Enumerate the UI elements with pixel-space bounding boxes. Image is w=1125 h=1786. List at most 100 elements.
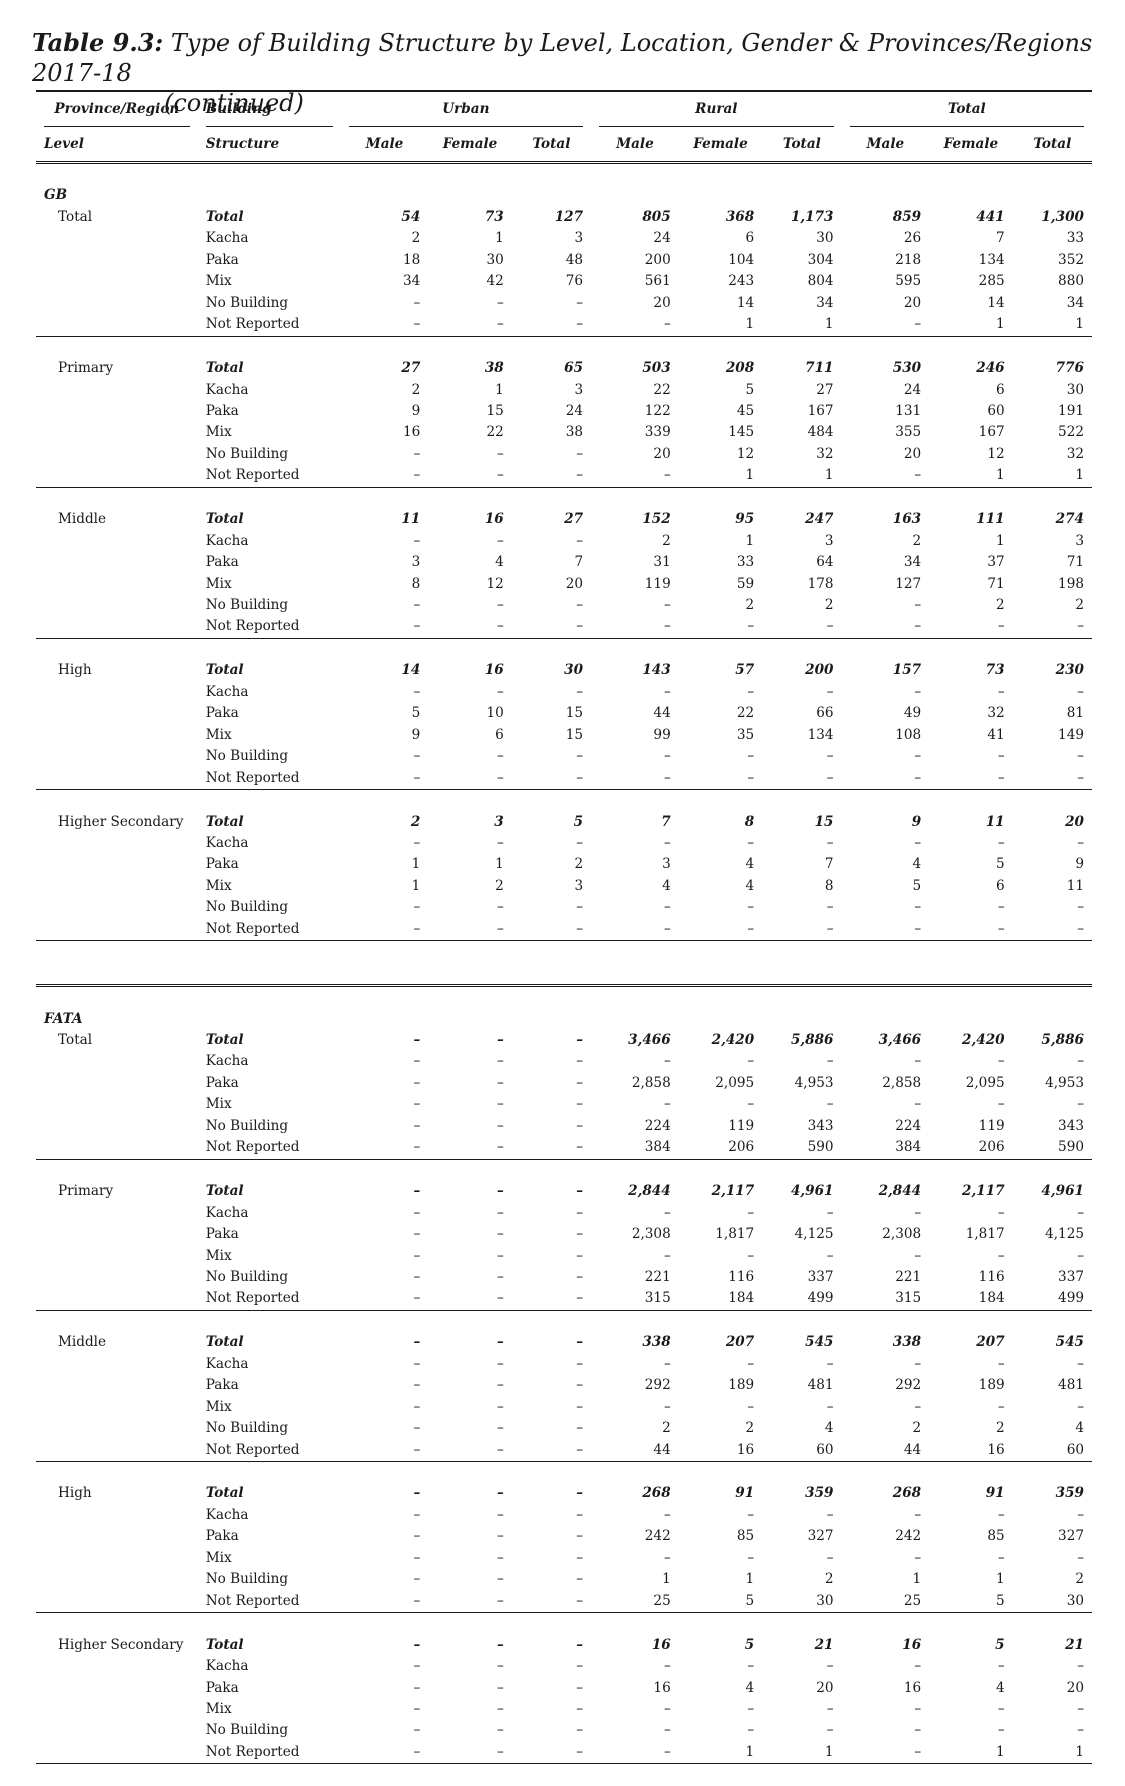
- table-cell: 2,117: [711, 1183, 755, 1200]
- table-cell: –: [747, 1355, 755, 1372]
- table-cell: –: [747, 1053, 755, 1070]
- table-cell: 30: [1066, 381, 1084, 398]
- table-cell: –: [576, 1528, 584, 1545]
- table-cell: 34: [816, 294, 834, 311]
- level-label: [36, 897, 198, 918]
- table-cell: 1: [995, 316, 1005, 333]
- table-cell: 1: [995, 1571, 1005, 1588]
- structure-label: Not Reported: [205, 769, 300, 786]
- table-cell: –: [413, 1204, 421, 1221]
- table-cell: –: [747, 1096, 755, 1113]
- table-cell: 2,308: [631, 1226, 671, 1243]
- table-cell: 1: [995, 1743, 1005, 1760]
- table-cell: –: [663, 683, 671, 700]
- table-cell: –: [997, 1053, 1005, 1070]
- table-row: No Building – – – 20 12 32 20 12 32: [36, 444, 1092, 465]
- table-cell: –: [826, 1204, 834, 1221]
- table-cell: –: [496, 1183, 504, 1200]
- table-cell: 1: [495, 381, 504, 398]
- level-label: [36, 1094, 198, 1115]
- table-cell: –: [413, 1679, 421, 1696]
- table-cell: –: [914, 1053, 922, 1070]
- level-label: [36, 574, 198, 595]
- table-cell: –: [496, 1204, 504, 1221]
- table-cell: 2,844: [878, 1183, 922, 1200]
- table-cell: 484: [807, 424, 834, 441]
- table-cell: 11: [985, 813, 1005, 830]
- table-cell: –: [496, 1549, 504, 1566]
- table-cell: –: [576, 1485, 584, 1502]
- table-cell: 85: [736, 1528, 755, 1545]
- table-cell: 20: [1065, 813, 1084, 830]
- table-cell: –: [914, 899, 922, 916]
- structure-label: No Building: [205, 1571, 289, 1588]
- table-row: Kacha – – – – – – – – –: [36, 833, 1092, 854]
- table-cell: 178: [807, 575, 834, 592]
- table-cell: 274: [1055, 511, 1084, 528]
- table-row: Kacha – – – – – – – – –: [36, 1051, 1092, 1072]
- level-label: [36, 833, 198, 854]
- table-cell: –: [413, 1636, 421, 1653]
- table-cell: –: [576, 1247, 584, 1264]
- table-cell: 2,117: [962, 1183, 1005, 1200]
- table-cell: 2: [912, 1420, 922, 1437]
- table-cell: –: [413, 1398, 421, 1415]
- table-cell: 157: [892, 662, 922, 679]
- table-row: Kacha – – – – – – – – –: [36, 682, 1092, 703]
- table-cell: –: [826, 1722, 834, 1739]
- table-cell: –: [496, 920, 504, 937]
- table-cell: 5: [745, 381, 755, 398]
- table-cell: –: [663, 769, 671, 786]
- header-rural-total: Total: [782, 136, 821, 152]
- table-cell: –: [496, 899, 504, 916]
- table-cell: 27: [564, 511, 584, 528]
- table-cell: –: [496, 769, 504, 786]
- level-label: Middle: [58, 511, 107, 528]
- table-cell: –: [1077, 1549, 1084, 1566]
- table-cell: 3,466: [628, 1032, 671, 1048]
- table-cell: –: [496, 294, 504, 311]
- table-cell: 3: [574, 877, 584, 894]
- table-cell: –: [997, 1398, 1005, 1415]
- section-name: FATA: [44, 1010, 83, 1027]
- table-cell: –: [914, 834, 922, 851]
- table-row: Higher Secondary Total – – – 16 5 21 16 5 21: [36, 1635, 1092, 1656]
- level-label: [36, 1548, 198, 1569]
- table-cell: 5: [995, 856, 1005, 873]
- table-cell: 2,095: [715, 1074, 755, 1091]
- section-rule: [36, 161, 1092, 186]
- table-cell: 184: [978, 1290, 1005, 1307]
- table-cell: –: [413, 1032, 421, 1048]
- table-cell: –: [826, 748, 834, 765]
- level-label: [36, 293, 198, 314]
- table-cell: –: [826, 683, 834, 700]
- table-cell: 9: [1075, 856, 1084, 873]
- table-cell: 85: [987, 1528, 1005, 1545]
- table-row: Not Reported – – – 384 206 590 384 206 590: [36, 1137, 1092, 1159]
- level-separator: [36, 637, 1092, 661]
- table-cell: 327: [807, 1528, 834, 1545]
- level-label: [36, 228, 198, 249]
- table-cell: 8: [411, 575, 421, 592]
- table-cell: –: [496, 1247, 504, 1264]
- table-row: Mix – – – – – – – – –: [36, 1094, 1092, 1115]
- structure-label: Mix: [205, 1549, 232, 1566]
- table-cell: 1: [824, 316, 834, 333]
- table-cell: 441: [976, 208, 1005, 225]
- table-cell: –: [496, 683, 504, 700]
- table-cell: 711: [805, 360, 834, 377]
- table-cell: 359: [1055, 1485, 1084, 1502]
- table-cell: 37: [987, 554, 1005, 571]
- table-cell: –: [663, 1700, 671, 1717]
- table-cell: 2: [745, 1420, 755, 1437]
- structure-label: Mix: [205, 575, 232, 592]
- table-cell: 1: [995, 467, 1005, 484]
- table-cell: 38: [484, 360, 504, 377]
- level-label: Total: [58, 1032, 93, 1048]
- table-cell: 5,886: [790, 1032, 834, 1048]
- structure-label: Paka: [205, 1226, 239, 1243]
- table-cell: –: [914, 1398, 922, 1415]
- table-cell: 26: [903, 230, 922, 247]
- table-cell: 49: [903, 705, 922, 722]
- table-cell: –: [413, 1485, 421, 1502]
